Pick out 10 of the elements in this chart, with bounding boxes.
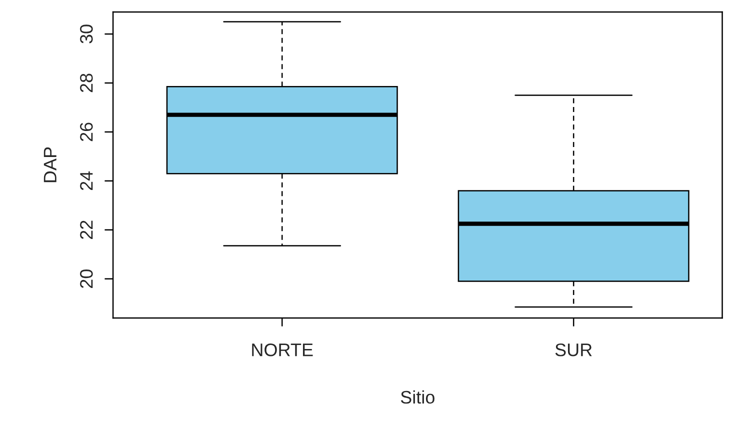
y-tick-label: 30 [80,24,93,44]
y-tick-label: 24 [80,171,93,190]
y-tick-label: 28 [80,74,93,92]
x-tick-label: NORTE [252,343,313,356]
y-tick-label: 20 [80,269,93,288]
x-axis-title: Sitio [400,390,434,404]
y-tick-label: 22 [80,220,93,239]
y-tick-label: 26 [80,122,93,142]
y-axis-title: DAP [44,147,56,182]
x-tick-label: SUR [555,343,592,356]
